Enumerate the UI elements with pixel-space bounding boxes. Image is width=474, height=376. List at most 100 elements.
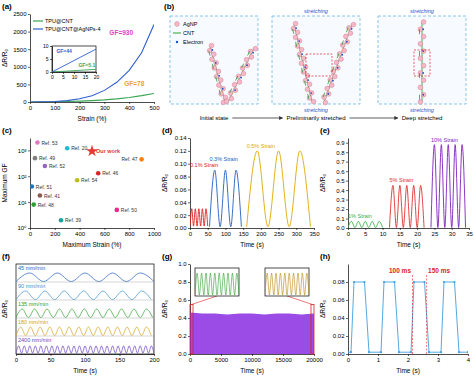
x-tick: 2 <box>407 354 411 363</box>
y-tick-mark <box>28 202 30 203</box>
x-tick: 20 <box>414 228 421 237</box>
panel-label: (g) <box>162 252 173 261</box>
y-tick-label: 5 <box>46 56 49 62</box>
series-line <box>247 151 311 227</box>
electron <box>327 93 329 95</box>
x-tick: 3 <box>437 354 441 363</box>
agnp <box>291 26 296 31</box>
cnt-segment <box>293 29 294 34</box>
x-axis-title: Time (s) <box>240 241 264 249</box>
y-tick: 0.3 <box>336 197 348 203</box>
y-tick: 0.08 <box>333 279 348 285</box>
x-tick-label: 0 <box>29 231 33 237</box>
x-axis: 05101520253035 <box>347 228 474 237</box>
y-tick-mark <box>188 177 190 178</box>
cnt-segment <box>248 51 250 56</box>
cnt-segment <box>212 64 213 69</box>
agnp <box>418 71 423 76</box>
x-tick: 50 <box>205 228 212 237</box>
x-tick-mark <box>408 354 409 356</box>
x-axis-line <box>349 228 470 229</box>
x-tick-mark <box>365 228 366 230</box>
y-tick: 5 <box>46 56 52 62</box>
x-axis-title: Time (s) <box>73 367 97 375</box>
x-tick-mark <box>129 102 130 104</box>
y-tick: 0.02 <box>175 213 190 219</box>
series-point <box>428 351 430 353</box>
series-line <box>16 291 151 300</box>
cnt-segment <box>328 79 330 84</box>
x-axis-title: Time (s) <box>240 367 264 375</box>
electron <box>310 92 312 94</box>
y-tick-label: 0.12 <box>175 148 187 154</box>
y-tick: 0.14 <box>175 135 190 141</box>
x-tick: 0 <box>29 228 33 237</box>
series-point <box>353 281 355 283</box>
band-label: 90 mm/min <box>18 283 45 289</box>
x-tick-label: 4 <box>467 357 471 363</box>
y-tick-mark <box>346 228 348 229</box>
x-tick-mark <box>261 228 262 230</box>
x-tick: 15 <box>83 72 89 80</box>
y-tick-mark <box>346 318 348 319</box>
x-tick: 10 <box>72 72 78 80</box>
point-label: Ref. 39 <box>65 217 81 223</box>
x-tick: 15000 <box>275 354 292 363</box>
x-tick: 5 <box>364 228 368 237</box>
band-label: 45 mm/min <box>18 265 45 271</box>
plot-marks <box>30 140 144 222</box>
x-tick: 5 <box>62 72 65 80</box>
y-axis-line <box>348 265 349 355</box>
y-tick-label: 0.8 <box>336 150 345 156</box>
y-tick-mark <box>188 215 190 216</box>
series-point <box>458 351 460 353</box>
chart-panel: 012340.000.020.040.060.08100 ms150 ms(h)… <box>319 252 471 375</box>
point-label: Ref. 54 <box>81 177 97 183</box>
annotation: GF=44 <box>56 48 72 54</box>
y-tick-mark <box>50 72 52 73</box>
x-tick: 5000 <box>215 354 229 363</box>
x-tick: 0 <box>189 228 193 237</box>
x-tick: 300 <box>292 228 303 237</box>
y-axis: 0.00.10.20.30.40.50.60.70.80.9 <box>336 139 348 232</box>
x-tick-label: 5 <box>62 74 65 80</box>
cnt-segment <box>308 94 309 99</box>
agnp <box>293 21 298 26</box>
x-tick-mark <box>80 102 81 104</box>
x-tick-mark <box>16 354 17 356</box>
y-tick: 10 <box>43 43 52 49</box>
y-tick: 2500 <box>13 11 30 17</box>
plot-marks <box>348 145 466 228</box>
panel-label: (f) <box>2 252 10 261</box>
scatter-point <box>35 140 40 145</box>
electron <box>307 79 309 81</box>
series-label: 5% Strain <box>389 177 413 183</box>
agnp <box>421 20 426 25</box>
y-tick: 10³ <box>18 148 30 154</box>
cnt-segment <box>332 66 334 71</box>
cnt-segment <box>419 29 420 34</box>
x-tick: 200 <box>149 354 160 363</box>
y-tick-mark <box>346 336 348 337</box>
y-tick-mark <box>188 202 190 203</box>
series-label: 0.5% Strain <box>247 143 275 149</box>
point-label: Ref. 48 <box>38 202 54 208</box>
chart-panel: 050001000015000200000.00.20.40.60.81.0(g… <box>161 252 324 375</box>
agnp <box>233 88 238 93</box>
annotation: GF=5.1 <box>78 62 95 68</box>
agnp <box>329 83 334 88</box>
cnt-segment <box>219 90 220 95</box>
series-point <box>467 351 468 353</box>
series-point <box>413 281 415 283</box>
y-tick: 0.10 <box>175 161 190 167</box>
plot-frame <box>195 268 239 296</box>
scatter-point <box>30 184 34 189</box>
x-axis: 0100200300400500 <box>29 102 160 111</box>
scatter-point <box>139 157 144 162</box>
x-tick-mark <box>468 354 469 356</box>
cnt-segment <box>296 42 297 47</box>
x-tick: 250 <box>274 228 285 237</box>
scatter-point <box>33 156 38 161</box>
agnp <box>303 65 308 70</box>
agnp <box>244 57 249 62</box>
